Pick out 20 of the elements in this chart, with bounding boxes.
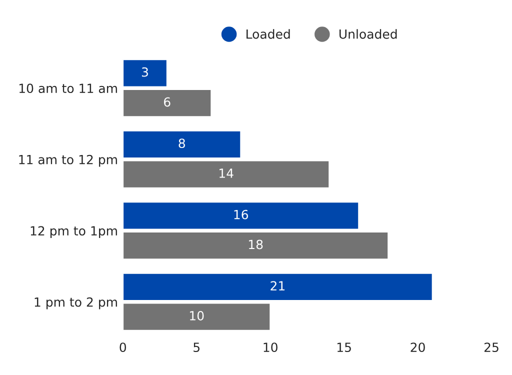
data-label: 21 [270,281,285,290]
x-tick-label: 25 [484,342,498,352]
y-tick-label: 10 am to 11 am [19,84,117,94]
data-label: 14 [220,168,234,178]
x-tick-label: 15 [337,342,351,352]
x-tick-label: 5 [194,342,200,352]
data-label: 16 [234,210,248,220]
legend-label: Loaded [246,29,290,39]
y-tick-label: 11 am to 12 pm [19,154,117,167]
data-label: 8 [178,138,185,148]
legend-label: Unloaded [340,29,397,39]
data-label: 10 [190,311,204,320]
data-label: 6 [164,97,170,107]
x-tick-label: 0 [120,342,126,352]
data-label: 3 [142,67,148,77]
x-tick-label: 20 [410,342,425,352]
y-tick-label: 12 pm to 1pm [30,226,117,238]
data-label: 18 [249,240,263,250]
y-tick-label: 1 pm to 2 pm [34,297,117,310]
x-tick-label: 10 [264,342,278,352]
